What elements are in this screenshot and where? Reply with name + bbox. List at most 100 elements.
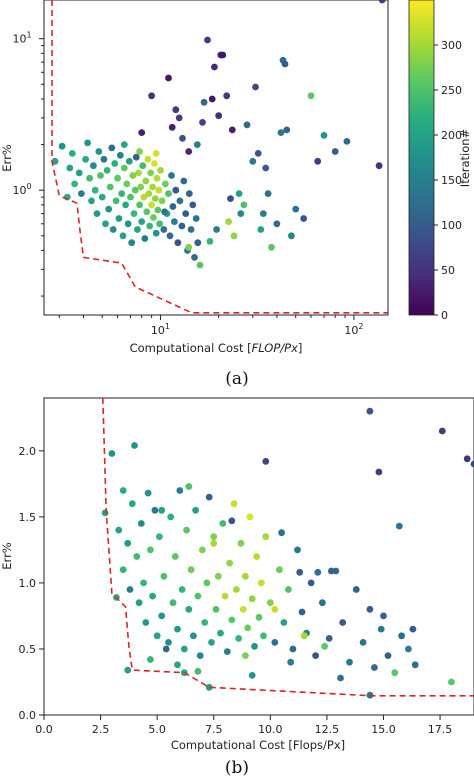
chart-a-x-tick-label: 102 xyxy=(344,322,363,337)
chart-b-point xyxy=(398,632,405,640)
chart-b-point xyxy=(187,566,195,574)
chart-a-point xyxy=(171,218,178,226)
chart-a-point xyxy=(162,180,169,188)
chart-b-point xyxy=(248,672,256,679)
chart-b-x-tick-label: 10.0 xyxy=(258,723,283,736)
chart-a-point xyxy=(378,0,386,4)
chart-a-point xyxy=(142,177,150,185)
chart-a-point xyxy=(151,195,159,203)
chart-b-point xyxy=(266,599,274,607)
chart-b-point xyxy=(126,586,134,593)
chart-a-point xyxy=(156,220,164,228)
chart-b-point xyxy=(380,612,387,620)
chart-a-point xyxy=(125,157,133,165)
chart-b-point xyxy=(278,529,285,537)
chart-b-point xyxy=(142,619,150,626)
chart-a-point xyxy=(165,190,172,198)
chart-a-point xyxy=(108,144,116,152)
chart-b-point xyxy=(377,625,385,633)
chart-b-point xyxy=(201,619,209,626)
chart-a-point xyxy=(273,220,281,228)
chart-a-point xyxy=(259,210,267,218)
chart-a-point xyxy=(91,186,99,194)
chart-a-point xyxy=(71,180,78,188)
chart-a-point xyxy=(51,157,59,165)
chart-a-point xyxy=(281,60,289,68)
colorbar-ticks: 0 50 100 150 200 250 300 xyxy=(434,39,462,322)
chart-a-point xyxy=(191,254,198,261)
chart-a-point xyxy=(206,237,214,245)
chart-b-point xyxy=(300,632,308,640)
chart-b-point xyxy=(328,567,335,575)
chart-a-point xyxy=(148,201,156,209)
chart-a-point xyxy=(82,155,89,163)
chart-a-point xyxy=(138,218,146,226)
chart-a-point xyxy=(178,222,186,230)
chart-b-y-tick-label: 1.5 xyxy=(19,511,37,524)
chart-b-point xyxy=(185,605,193,613)
chart-b-point xyxy=(242,652,249,659)
chart-b-point xyxy=(448,678,455,686)
chart-b-point xyxy=(205,683,213,691)
chart-b-point xyxy=(153,632,161,640)
chart-a-point xyxy=(252,83,259,91)
chart-b-point xyxy=(411,661,419,669)
chart-a-point xyxy=(204,36,211,44)
chart-a-point xyxy=(157,167,164,174)
chart-a-point xyxy=(98,193,106,201)
chart-b-point xyxy=(271,605,279,613)
chart-a-point xyxy=(116,151,124,159)
chart-a-point xyxy=(160,226,168,233)
chart-b-point xyxy=(346,658,353,666)
chart-a-point xyxy=(84,139,91,147)
chart-b-point xyxy=(167,513,175,521)
chart-a-point xyxy=(111,160,119,167)
chart-b-point xyxy=(199,546,206,554)
chart-a-point xyxy=(235,190,243,198)
chart-b-y-tick-label: 2.0 xyxy=(19,445,37,458)
chart-a-point xyxy=(176,197,184,205)
chart-a-ticks: 101 102 100 101 xyxy=(12,31,363,337)
chart-a-point xyxy=(240,201,248,209)
chart-b-x-tick-label: 15.0 xyxy=(371,723,396,736)
chart-b-point xyxy=(339,619,347,626)
chart-b-point xyxy=(174,661,181,669)
chart-a-point xyxy=(153,174,161,182)
chart-a-point xyxy=(136,201,144,209)
chart-b-point xyxy=(233,586,240,593)
chart-b-x-tick-label: 17.5 xyxy=(428,723,453,736)
chart-b-pareto-front xyxy=(102,398,474,697)
chart-a-point xyxy=(277,129,285,137)
chart-b-ylabel: Err% xyxy=(0,542,14,570)
chart-b-point xyxy=(158,506,166,514)
chart-a-point xyxy=(223,92,231,100)
chart-a-point xyxy=(194,239,202,247)
chart-a-point xyxy=(137,183,145,191)
chart-a-point xyxy=(179,134,186,142)
chart-a-point xyxy=(219,51,227,59)
chart-a-point xyxy=(254,150,262,157)
chart-b-point xyxy=(226,559,234,567)
chart-b-point xyxy=(271,639,279,646)
chart-a-point xyxy=(155,186,163,194)
chart-a-point xyxy=(114,174,121,182)
chart-b-point xyxy=(384,652,392,659)
chart-b-point xyxy=(156,533,163,541)
chart-b-point xyxy=(140,579,148,587)
chart-b-point xyxy=(135,599,143,607)
chart-b-point xyxy=(321,642,328,650)
chart-a-point xyxy=(208,95,216,103)
chart-a-xlabel: Computational Cost [FLOP/Px] xyxy=(130,341,303,355)
chart-b-point xyxy=(276,566,283,574)
chart-a-point xyxy=(143,208,151,216)
chart-a-point xyxy=(168,123,176,131)
chart-a-plot-area xyxy=(43,0,389,316)
chart-a-point xyxy=(189,201,197,209)
chart-b-point xyxy=(262,533,270,541)
chart-a-point xyxy=(300,215,308,222)
chart-a-point xyxy=(100,155,108,163)
chart-b-point xyxy=(151,506,159,514)
chart-b-point xyxy=(119,487,127,494)
chart-b-point xyxy=(190,632,197,640)
